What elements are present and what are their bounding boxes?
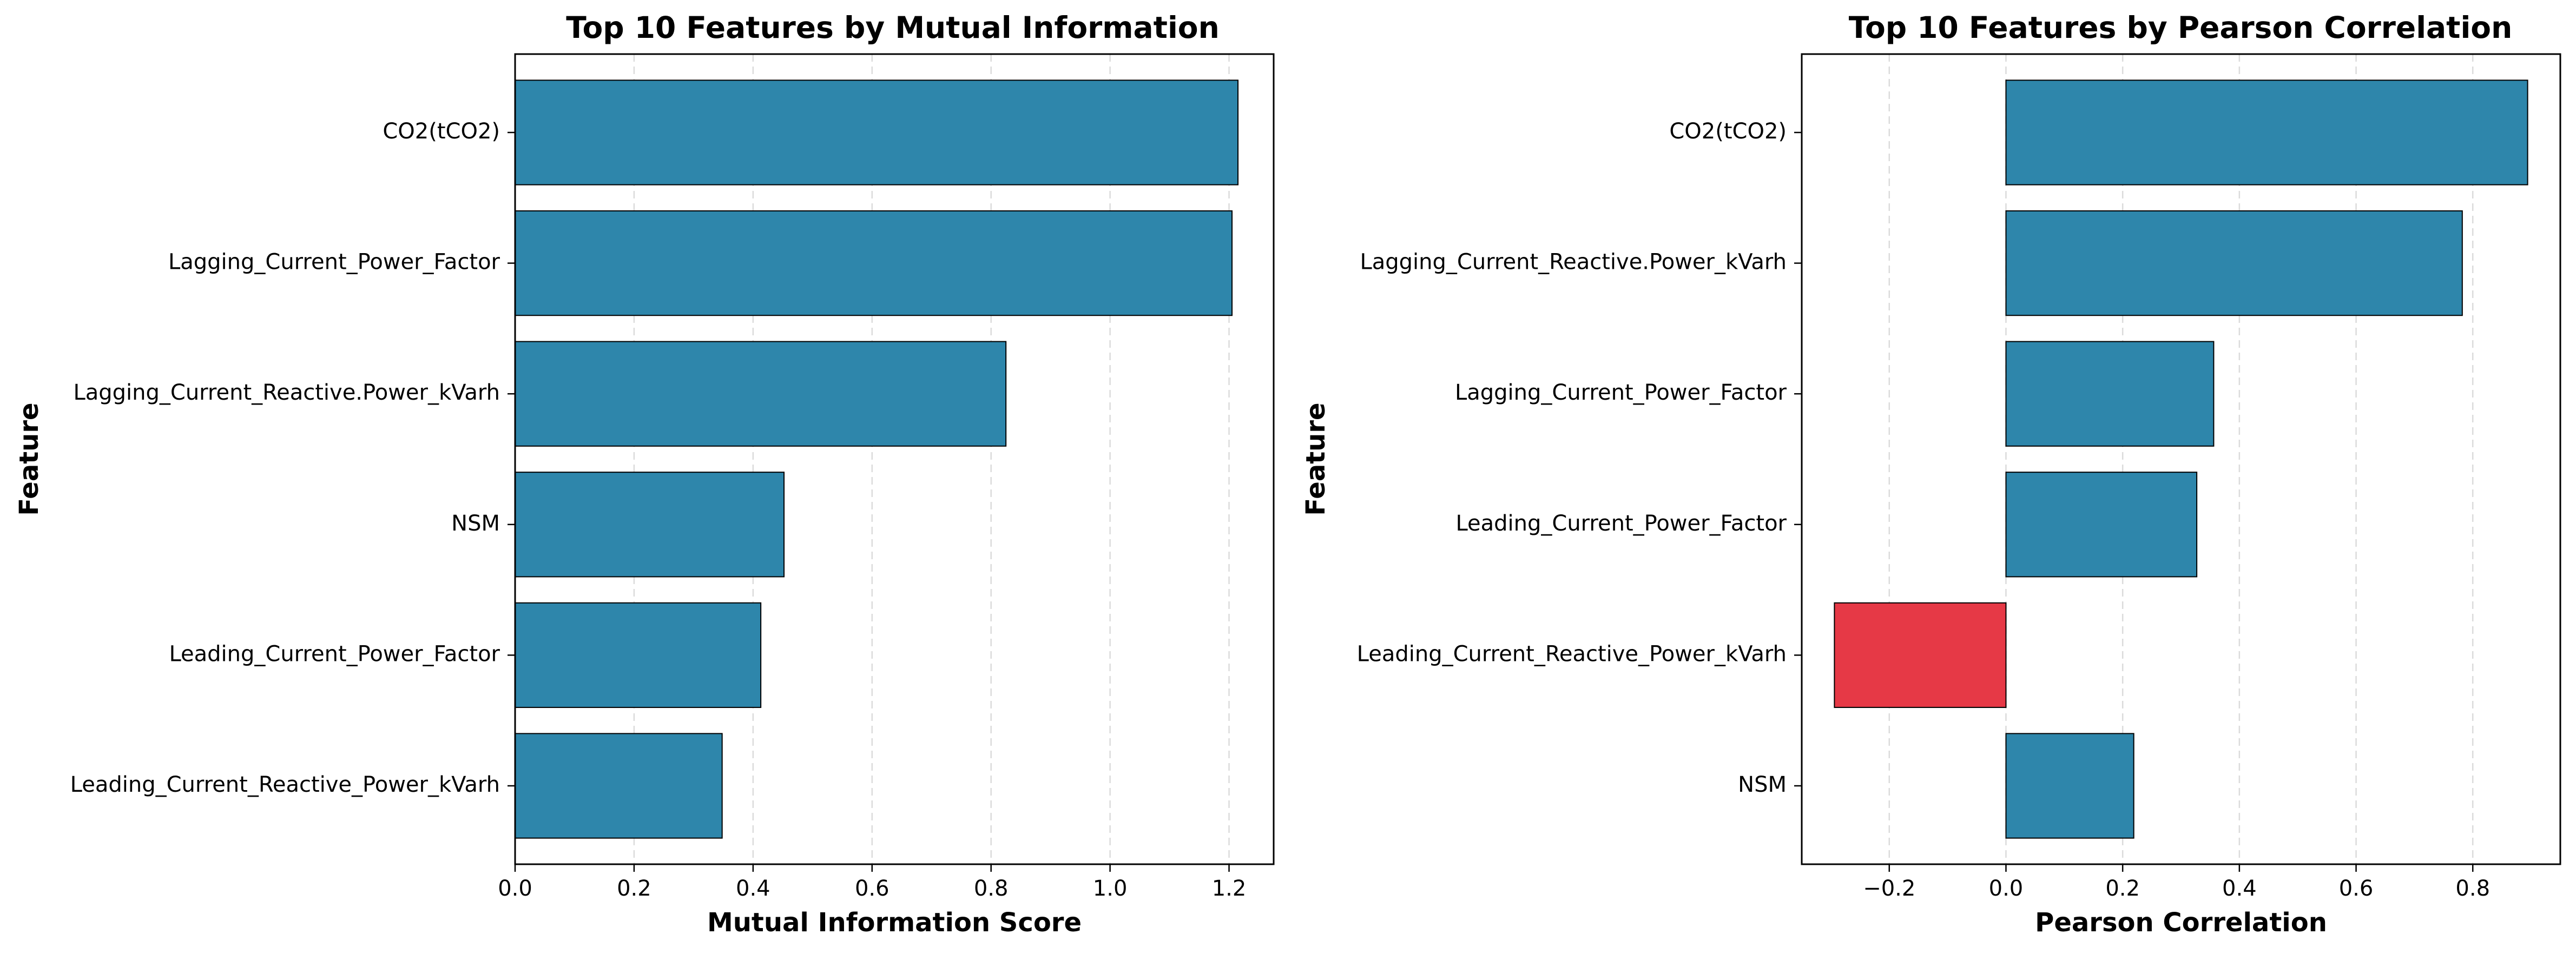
x-ticks: −0.2 0.0 0.2 0.4 0.6 0.8 xyxy=(1863,864,2490,901)
y-tick-label: Leading_Current_Power_Factor xyxy=(169,641,500,666)
y-axis-label: Feature xyxy=(14,402,44,515)
chart-title: Top 10 Features by Pearson Correlation xyxy=(1849,10,2513,45)
bar xyxy=(2005,210,2463,316)
bar xyxy=(2005,733,2134,839)
y-tick-label: CO2(tCO2) xyxy=(1669,119,1787,144)
plot-frame xyxy=(1801,53,2561,865)
x-tick-label: 0.6 xyxy=(2339,876,2374,901)
y-tick-label: Lagging_Current_Reactive.Power_kVarh xyxy=(73,380,500,405)
x-tick-label: 0.0 xyxy=(1989,876,2024,901)
y-tick-label: Leading_Current_Power_Factor xyxy=(1455,511,1787,536)
x-tick-label: 0.8 xyxy=(2455,876,2490,901)
bars xyxy=(515,80,1239,839)
pearson-correlation-chart: Top 10 Features by Pearson Correlation −… xyxy=(1301,10,2561,938)
bar xyxy=(2005,341,2215,447)
x-tick-label: 0.2 xyxy=(617,876,651,901)
y-tick-label: Leading_Current_Reactive_Power_kVarh xyxy=(1357,641,1787,666)
bar xyxy=(515,80,1239,186)
y-ticks: CO2(tCO2) Lagging_Current_Power_Factor Lag… xyxy=(70,119,515,797)
x-tick-label: 0.6 xyxy=(855,876,890,901)
x-tick-label: 0.8 xyxy=(974,876,1009,901)
x-ticks: 0.0 0.2 0.4 0.6 0.8 1.0 1.2 xyxy=(498,864,1246,901)
y-tick-label: Lagging_Current_Reactive.Power_kVarh xyxy=(1360,250,1787,275)
x-tick-label: 1.0 xyxy=(1093,876,1128,901)
x-tick-label: 0.4 xyxy=(2222,876,2257,901)
bar xyxy=(1834,602,2007,708)
y-tick-label: Lagging_Current_Power_Factor xyxy=(1455,380,1787,405)
x-tick-label: 1.2 xyxy=(1212,876,1247,901)
y-tick-label: CO2(tCO2) xyxy=(383,119,500,144)
x-axis-label: Pearson Correlation xyxy=(2035,907,2327,938)
y-ticks: CO2(tCO2) Lagging_Current_Reactive.Power_… xyxy=(1357,119,1802,797)
bar xyxy=(515,341,1007,447)
x-tick-label: 0.2 xyxy=(2105,876,2140,901)
bar xyxy=(515,602,762,708)
y-tick-label: NSM xyxy=(1738,772,1787,797)
y-axis-label: Feature xyxy=(1301,402,1331,515)
bar xyxy=(515,472,785,578)
bar xyxy=(2005,472,2198,578)
chart-title: Top 10 Features by Mutual Information xyxy=(566,10,1220,45)
gridlines xyxy=(1888,54,2474,864)
bar xyxy=(515,733,723,839)
bar xyxy=(2005,80,2528,186)
bar xyxy=(515,210,1233,316)
y-tick-label: Leading_Current_Reactive_Power_kVarh xyxy=(70,772,500,797)
mutual-information-chart: Top 10 Features by Mutual Information 0.… xyxy=(14,10,1275,938)
plot-frame xyxy=(514,53,1275,865)
y-tick-label: NSM xyxy=(451,511,500,536)
x-axis-label: Mutual Information Score xyxy=(707,907,1082,938)
y-tick-label: Lagging_Current_Power_Factor xyxy=(168,250,500,275)
bars xyxy=(1834,80,2528,839)
x-tick-label: 0.4 xyxy=(736,876,770,901)
x-tick-label: 0.0 xyxy=(498,876,532,901)
x-tick-label: −0.2 xyxy=(1863,876,1915,901)
